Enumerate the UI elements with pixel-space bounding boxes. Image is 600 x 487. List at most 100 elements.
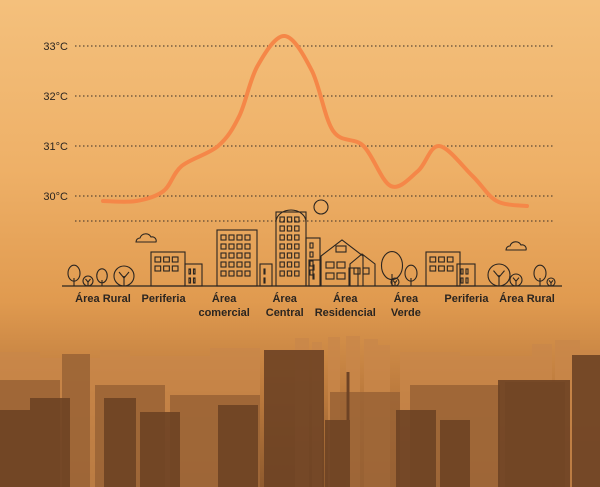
building-window [279, 216, 285, 223]
tree-icon [67, 264, 81, 286]
x-category-label-line2: Verde [391, 307, 421, 319]
building-window [154, 265, 162, 272]
x-category-label: Área Rural [499, 292, 555, 305]
x-category-label-line2: Residencial [315, 307, 376, 319]
bush-icon [82, 275, 94, 287]
building-outline [259, 263, 273, 287]
house-window [335, 245, 347, 253]
bush-icon [487, 263, 511, 287]
building-window [286, 225, 293, 232]
building-window [294, 270, 300, 277]
house-outline [349, 253, 376, 287]
building-window [336, 272, 346, 280]
bush-branch [87, 278, 91, 283]
building-window [163, 265, 170, 272]
building-window [279, 243, 285, 250]
near-building [140, 412, 180, 487]
building-window [294, 252, 300, 259]
residential-house [349, 253, 376, 287]
commercial-building [216, 229, 258, 287]
building-outline [308, 259, 322, 287]
tree-crown [533, 264, 547, 282]
building-window [192, 277, 196, 284]
house-building [456, 263, 476, 287]
tree-crown [67, 264, 81, 282]
bush-branch [85, 278, 89, 283]
building-window [228, 261, 235, 268]
building-window [286, 261, 293, 268]
house-building [425, 251, 461, 287]
building-window [163, 256, 170, 263]
building-window [336, 261, 346, 269]
building-window [446, 256, 454, 263]
building-window [220, 234, 227, 241]
building-window [309, 260, 314, 267]
building-window [236, 234, 243, 241]
building-window [362, 267, 370, 275]
y-tick-label: 30°C [43, 191, 68, 203]
building-window [460, 277, 464, 284]
building-window [325, 261, 335, 269]
building-window [465, 277, 469, 284]
building-window [263, 268, 266, 275]
y-tick-label: 32°C [43, 91, 68, 103]
building-window [429, 256, 437, 263]
building-window [294, 216, 300, 223]
building-window [446, 265, 454, 272]
building-window [228, 270, 235, 277]
building-window [244, 261, 251, 268]
bush-branch [118, 271, 125, 279]
building-window [353, 267, 361, 275]
x-category-label-line2: comercial [198, 307, 249, 319]
building-window [220, 252, 227, 259]
building-window [438, 265, 445, 272]
building-window [220, 243, 227, 250]
building-outline [456, 263, 476, 287]
building-window [460, 268, 464, 275]
central-building [308, 259, 322, 287]
bush-branch [123, 271, 130, 279]
tree-crown [404, 264, 418, 282]
building-window [236, 261, 243, 268]
x-category-label: Área [212, 292, 237, 305]
building-window [188, 268, 192, 275]
building-window [244, 243, 251, 250]
building-window [236, 243, 243, 250]
cloud-shape [135, 233, 157, 243]
building-window [279, 225, 285, 232]
building-window [188, 277, 192, 284]
cloud-icon [135, 233, 157, 243]
near-building [498, 380, 570, 487]
building-window [438, 256, 445, 263]
building-window [294, 243, 300, 250]
building-window [429, 265, 437, 272]
near-building [440, 420, 470, 487]
building-window [294, 234, 300, 241]
city-illustration [62, 199, 562, 287]
building-window [228, 252, 235, 259]
near-building [30, 398, 70, 487]
building-window [171, 265, 179, 272]
bush-branch [512, 277, 517, 282]
tree-icon [533, 264, 547, 286]
cloud-shape [505, 241, 527, 251]
building-window [171, 256, 179, 263]
building-window [192, 268, 196, 275]
building-window [312, 264, 315, 271]
building-window [309, 269, 314, 276]
building-window [286, 252, 293, 259]
building-window [286, 234, 293, 241]
building-window [286, 270, 293, 277]
x-category-label: Periferia [142, 293, 187, 305]
building-window [286, 216, 293, 223]
building-window [244, 234, 251, 241]
building-window [294, 261, 300, 268]
near-building [325, 420, 350, 487]
building-window [286, 243, 293, 250]
building-window [220, 270, 227, 277]
building-window [220, 261, 227, 268]
bush-icon [390, 277, 400, 287]
bush-icon [113, 265, 135, 287]
